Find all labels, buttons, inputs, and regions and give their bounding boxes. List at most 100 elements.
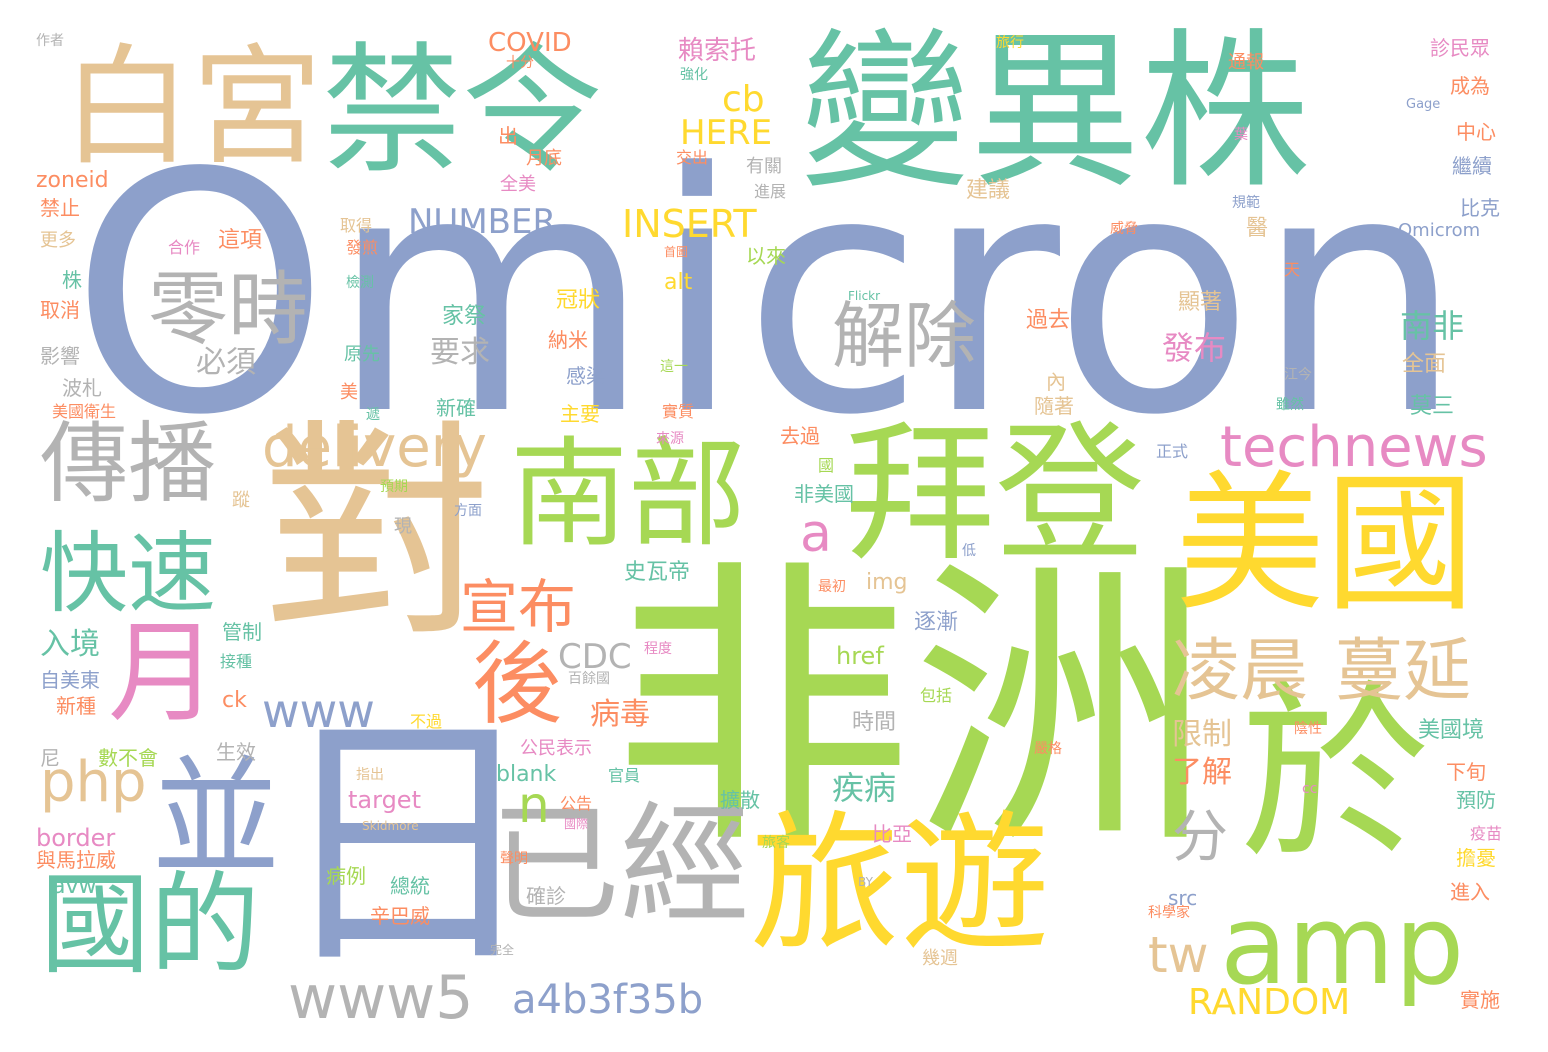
word-first-image: 首圖 [664,245,689,259]
word-covid: COVID [488,28,572,58]
word-suggest: 建議 [966,178,1011,203]
word-aspect: 方面 [454,503,482,519]
word-to: 對 [262,401,493,668]
word-negative: 陰性 [1294,721,1322,737]
word-spread: 傳播 [40,412,217,515]
word-strain: 株 [62,268,82,292]
word-midnight: 零時 [148,263,308,356]
word-a: a [800,504,832,564]
word-corona: 冠狀 [556,288,601,313]
word-been-to: 去過 [780,424,820,448]
word-all-us: 全美 [500,174,536,195]
word-since: 以來 [746,244,786,268]
word-vaccine: 疫苗 [1470,824,1503,843]
word-become: 成為 [1450,74,1490,98]
word-biden: 拜登 [845,408,1146,582]
word-delivery: delivery [262,415,487,480]
word-main: 主要 [560,402,600,426]
word-flickr: Flickr [848,289,881,303]
word-comprehensive: 全面 [1402,352,1447,377]
word-substantial: 實質 [662,402,695,421]
word-alt: alt [664,270,693,295]
word-now: 現 [394,516,412,537]
word-take-effect: 生效 [216,740,256,764]
word-omicrom: Omicrom [1398,220,1481,241]
word-time: 時間 [852,710,897,735]
word-past: 過去 [1026,308,1071,333]
word-related: 有關 [746,156,782,177]
word-obtain: 取得 [340,216,373,235]
word-lesotho: 賴索托 [678,36,757,66]
word-prevent: 預防 [1456,788,1496,812]
word-continue: 繼續 [1452,154,1492,178]
word-countries: 國的 [40,861,260,989]
word-random: RANDOM [1188,982,1351,1023]
word-enter: 進入 [1450,880,1490,904]
word-worry: 擔憂 [1456,846,1496,870]
word-trip: 旅行 [996,35,1024,51]
word-family: 家祭 [442,304,487,329]
word-southern: 南部 [510,425,747,563]
word-hand-over: 交出 [676,148,709,167]
word-jiang-jin: 江今 [1284,367,1312,383]
word-this-item: 這項 [218,228,263,253]
word-src: src [1168,886,1198,910]
word-and-malawi: 與馬拉威 [36,848,116,872]
word-norm: 規範 [1232,195,1260,211]
word-cc: cc [1302,781,1318,797]
word-skidmore: Skidmore [362,819,419,833]
word-scientist: 科學家 [1148,905,1190,921]
word-official: 正式 [1156,442,1189,461]
word-cdc: CDC [558,637,632,677]
word-php: php [40,750,147,815]
word-new-confirmed: 新確 [436,396,476,420]
word-few-weeks: 幾週 [922,948,958,969]
word-citizen-said: 公民表示 [520,738,592,759]
word-diffuse: 擴散 [720,788,760,812]
word-leaf: 葉 [1234,127,1248,143]
word-number: NUMBER [408,202,557,242]
word-control: 管制 [222,620,262,644]
word-early-morning: 凌晨 [1172,632,1309,711]
word-month: 月 [108,609,218,737]
word-require: 要求 [430,335,490,370]
word-us-health: 美國衛生 [52,402,117,421]
word-nami: 納米 [548,328,588,352]
word-center: 中心 [1456,120,1496,144]
word-cooperate: 合作 [168,238,201,257]
word-notify: 通報 [1228,52,1264,73]
word-www5: www5 [288,963,474,1033]
word-border: border [36,824,116,852]
word-initially: 最初 [818,579,846,595]
word-mozam: 莫三 [1410,394,1455,419]
word-cases: 病例 [326,864,366,888]
word-zoneid: zoneid [36,168,109,193]
word-must: 必須 [196,345,256,380]
word-bique: 比克 [1460,196,1500,220]
word-trace: 蹤 [232,490,250,511]
word-usa: 美國 [1175,458,1476,632]
word-zimbabwe: 辛巴威 [370,904,430,928]
word-www: www [262,684,375,738]
word-within: 內 [1046,370,1066,394]
word-gradually: 逐漸 [914,610,959,635]
word-number-will-not: 數不會 [98,746,158,770]
word-low: 低 [962,543,976,559]
word-influence: 影響 [40,344,80,368]
word-already: 已經 [490,789,751,941]
word-originally: 原先 [344,344,380,365]
word-along-with: 隨著 [1034,394,1074,418]
word-vaccinate: 接種 [220,652,253,671]
word-cancel: 取消 [40,298,80,322]
word-n: n [518,776,550,834]
word-more: 更多 [40,230,76,251]
word-expect: 預期 [380,479,408,495]
word-omicron: Omicron [70,103,1464,487]
word-tw: tw [1148,926,1209,984]
word-here: HERE [680,113,773,153]
word-sky: 天 [1284,260,1301,279]
word-day: 日 [272,687,542,1002]
word-non-us: 非美國 [794,482,854,506]
word-officials: 官員 [608,766,641,785]
word-announce: 宣布 [460,573,577,641]
